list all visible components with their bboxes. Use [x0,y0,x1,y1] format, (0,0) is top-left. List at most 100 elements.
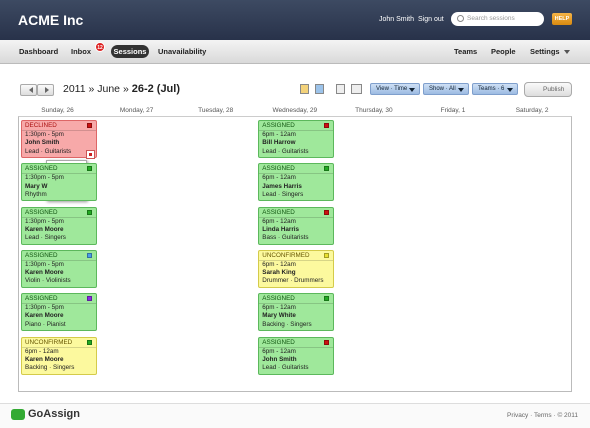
next-arrow [45,87,52,93]
icon[interactable] [336,84,345,94]
breadcrumb: 2011 » June » 26-2 (Jul) [63,83,180,95]
session-person: John Smith [262,355,297,363]
session-card[interactable]: ASSIGNED 1:30pm - 5pm Karen Moore Lead · Si… [21,206,97,245]
session-role: Backing · Singers [25,364,75,372]
logo[interactable]: GoAssign [28,408,80,420]
status-indicator [324,123,330,128]
session-person: James Harris [262,182,302,190]
session-time: 6pm - 12am [262,217,296,225]
session-time: 6pm - 12am [262,131,296,138]
status-indicator [87,339,92,345]
date-range: 26-2 (Jul) [131,83,180,95]
status-indicator [324,209,330,215]
session-person: John Smith [25,139,60,147]
session-status: ASSIGNED [22,164,96,175]
session-time: 6pm - 12am [262,174,296,182]
icon[interactable] [351,84,362,94]
day-header: Tuesday, 28 [198,107,234,114]
session-time: 6pm - 12am [262,260,296,268]
session-time: 1:30pm - 5pm [25,174,64,182]
prev-arrow [26,87,33,93]
status-indicator [87,123,92,128]
session-person: Karen Moore [25,269,64,277]
session-card[interactable]: UNCONFIRMED 6pm - 12am Karen Moore Backing … [21,336,97,375]
session-person: Karen Moore [25,225,64,233]
icon[interactable] [300,84,309,94]
session-card[interactable]: ASSIGNED 6pm - 12am James Harris Lead · Sin… [258,163,335,202]
session-card[interactable]: UNCONFIRMED 6pm - 12am Sarah King Drummer ·… [258,249,335,288]
sign-out[interactable]: Sign out [418,16,444,23]
session-time: 1:30pm - 5pm [25,260,64,268]
session-status: ASSIGNED [259,164,334,175]
session-person: Sarah King [262,269,296,277]
session-time: 6pm - 12am [25,347,59,355]
session-role: Backing · Singers [262,320,312,328]
session-time: 1:30pm - 5pm [25,304,64,312]
session-card[interactable]: ASSIGNED 6pm - 12am Bill Harrow Lead · Guit… [258,120,335,158]
status-indicator [87,296,92,302]
status-indicator [87,209,92,215]
session-status: ASSIGNED [22,251,96,261]
breadcrumb-path: 2011 » June » [63,83,129,95]
session-time: 1:30pm - 5pm [25,131,64,138]
brand[interactable]: ACME Inc [18,12,84,28]
session-status: ASSIGNED [22,294,96,305]
session-card[interactable]: ASSIGNED 1:30pm - 5pm Mary W Rhythm [21,163,97,202]
footer-links[interactable]: Privacy · Terms · © 2011 [507,412,579,419]
day-header: Saturday, 2 [515,107,549,114]
nav-item[interactable]: Teams [454,47,478,56]
session-card[interactable]: ASSIGNED 6pm - 12am John Smith Lead · Guita… [258,336,335,375]
session-time: 1:30pm - 5pm [25,217,64,225]
session-status: ASSIGNED [259,338,334,348]
nav-item[interactable]: Inbox [71,47,91,56]
nav-item[interactable]: People [491,47,516,56]
session-person: Mary White [262,312,296,320]
session-card[interactable]: DECLINED 1:30pm - 5pm John Smith Lead · Gui… [21,120,97,158]
calendar-grid [18,116,572,392]
day-header: Wednesday, 29 [272,107,318,114]
session-card[interactable]: ASSIGNED 6pm - 12am Mary White Backing · Si… [258,293,335,332]
status-indicator [324,166,330,172]
session-card[interactable]: ASSIGNED 6pm - 12am Linda Harris Bass · Gui… [258,206,335,245]
session-status: UNCONFIRMED [22,338,96,348]
session-status: ASSIGNED [22,208,96,218]
session-person: Mary W [25,182,48,190]
session-role: Violin · Violinists [25,277,71,285]
help-button[interactable]: HELP [552,13,572,25]
session-role: Lead · Guitarists [262,147,309,155]
status-indicator [87,166,92,172]
day-header: Friday, 1 [440,107,466,114]
user-name[interactable]: John Smith [379,16,415,23]
show-button[interactable]: Show · All [423,83,469,95]
session-role: Drummer · Drummers [262,277,324,285]
nav-item[interactable]: Dashboard [19,47,59,56]
nav-item-active[interactable]: Sessions [111,45,149,58]
session-status: ASSIGNED [259,121,334,131]
view-button[interactable]: View · Time [370,83,420,95]
nav-item[interactable]: Settings [530,47,560,56]
publish-button[interactable]: Publish [524,82,572,97]
session-time: 6pm - 12am [262,304,296,312]
session-role: Rhythm [25,190,47,198]
session-status: DECLINED [22,121,96,131]
session-time: 6pm - 12am [262,347,296,355]
session-role: Lead · Guitarists [262,364,309,372]
logo-icon [11,409,25,420]
day-header: Monday, 27 [119,107,154,114]
session-status: ASSIGNED [259,208,334,218]
search-box[interactable]: Search sessions [451,12,544,26]
session-role: Lead · Singers [262,190,304,198]
nav-item[interactable]: Unavailability [158,47,207,56]
inbox-badge: 12 [95,42,105,52]
session-card[interactable]: ASSIGNED 1:30pm - 5pm Karen Moore Violin · … [21,249,97,288]
teams-button[interactable]: Teams · 6 [472,83,518,95]
status-indicator [324,339,330,345]
session-role: Piano · Pianist [25,320,66,328]
session-status: ASSIGNED [259,294,334,305]
dropdown-arrow [564,50,570,57]
card-menu-button-icon [89,153,92,156]
session-role: Bass · Guitarists [262,234,309,242]
session-card[interactable]: ASSIGNED 1:30pm - 5pm Karen Moore Piano · P… [21,293,97,332]
icon[interactable] [315,84,324,94]
